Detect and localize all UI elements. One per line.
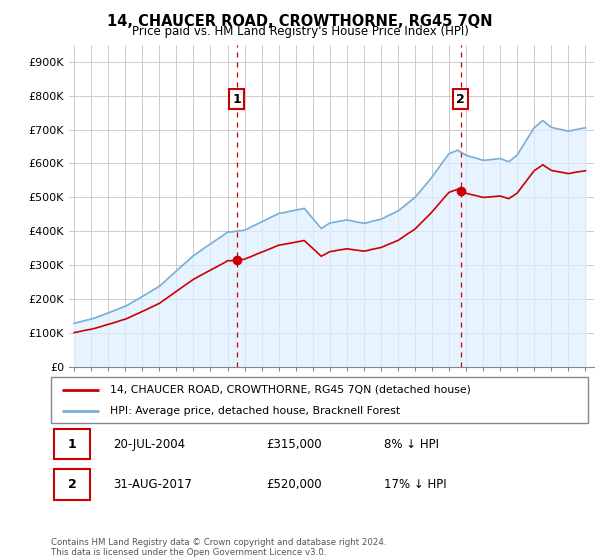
Text: HPI: Average price, detached house, Bracknell Forest: HPI: Average price, detached house, Brac… (110, 407, 400, 416)
Bar (53, 429, 90, 459)
Text: Price paid vs. HM Land Registry's House Price Index (HPI): Price paid vs. HM Land Registry's House … (131, 25, 469, 38)
Text: 17% ↓ HPI: 17% ↓ HPI (384, 478, 446, 491)
Text: Contains HM Land Registry data © Crown copyright and database right 2024.
This d: Contains HM Land Registry data © Crown c… (51, 538, 386, 557)
Text: 14, CHAUCER ROAD, CROWTHORNE, RG45 7QN (detached house): 14, CHAUCER ROAD, CROWTHORNE, RG45 7QN (… (110, 385, 471, 395)
Text: £520,000: £520,000 (266, 478, 322, 491)
Text: £315,000: £315,000 (266, 437, 322, 451)
Text: 14, CHAUCER ROAD, CROWTHORNE, RG45 7QN: 14, CHAUCER ROAD, CROWTHORNE, RG45 7QN (107, 14, 493, 29)
Text: 2: 2 (68, 478, 76, 491)
Text: 1: 1 (68, 437, 76, 451)
Text: 31-AUG-2017: 31-AUG-2017 (113, 478, 191, 491)
Text: 20-JUL-2004: 20-JUL-2004 (113, 437, 185, 451)
Text: 1: 1 (233, 92, 241, 105)
Text: 8% ↓ HPI: 8% ↓ HPI (384, 437, 439, 451)
Bar (53, 469, 90, 500)
Text: 2: 2 (456, 92, 465, 105)
